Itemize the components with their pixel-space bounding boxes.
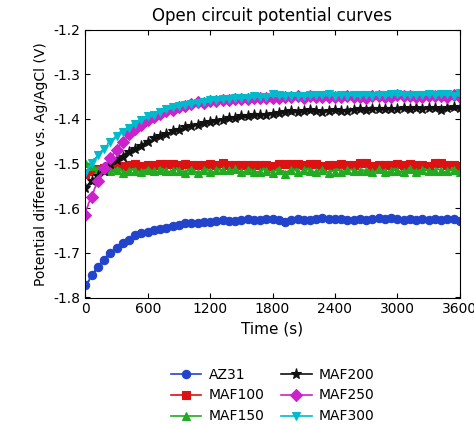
MAF100 [303, 162, 309, 167]
MAF250 [457, 94, 463, 99]
Title: Open circuit potential curves: Open circuit potential curves [153, 7, 392, 26]
MAF250 [423, 95, 429, 100]
MAF200 [164, 130, 170, 135]
MAF150 [457, 169, 463, 174]
MAF300 [423, 93, 428, 98]
MAF100 [181, 161, 187, 166]
MAF200 [82, 186, 88, 191]
MAF250 [82, 212, 88, 217]
MAF100 [457, 163, 463, 168]
AZ31 [303, 217, 309, 222]
MAF250 [340, 95, 346, 100]
Legend: AZ31, MAF100, MAF150, MAF200, MAF250, MAF300: AZ31, MAF100, MAF150, MAF200, MAF250, MA… [167, 363, 378, 425]
MAF300 [181, 102, 186, 107]
Y-axis label: Potential difference vs. Ag/AgCl (V): Potential difference vs. Ag/AgCl (V) [34, 42, 48, 286]
MAF150 [424, 167, 429, 173]
AZ31 [376, 215, 382, 220]
MAF150 [282, 171, 288, 176]
MAF150 [84, 160, 90, 165]
MAF200 [340, 109, 346, 114]
AZ31 [424, 216, 429, 221]
AZ31 [181, 221, 187, 226]
MAF150 [82, 161, 88, 166]
MAF200 [266, 110, 272, 116]
MAF150 [181, 170, 187, 175]
MAF150 [341, 170, 346, 176]
Line: MAF200: MAF200 [80, 101, 465, 194]
MAF150 [304, 166, 310, 171]
MAF250 [266, 97, 272, 102]
MAF100 [451, 160, 457, 165]
MAF200 [457, 105, 463, 111]
Line: MAF100: MAF100 [81, 159, 464, 179]
MAF300 [457, 90, 463, 95]
Line: MAF250: MAF250 [81, 91, 464, 219]
MAF100 [267, 164, 273, 169]
MAF100 [165, 162, 171, 167]
MAF250 [343, 93, 349, 98]
MAF300 [340, 92, 346, 97]
MAF250 [303, 96, 309, 101]
MAF100 [82, 172, 88, 177]
Line: MAF300: MAF300 [81, 88, 464, 177]
MAF250 [164, 110, 170, 115]
MAF300 [164, 107, 170, 112]
MAF300 [303, 93, 309, 98]
MAF200 [423, 107, 428, 112]
X-axis label: Time (s): Time (s) [241, 322, 304, 337]
AZ31 [165, 223, 171, 228]
AZ31 [82, 283, 88, 288]
AZ31 [340, 216, 346, 221]
MAF100 [83, 172, 89, 177]
MAF150 [267, 170, 273, 176]
MAF200 [303, 109, 309, 114]
Line: AZ31: AZ31 [81, 214, 464, 290]
MAF100 [423, 162, 429, 167]
MAF200 [181, 126, 186, 131]
Line: MAF150: MAF150 [81, 159, 464, 178]
MAF250 [181, 104, 186, 109]
AZ31 [457, 218, 463, 223]
AZ31 [83, 283, 89, 288]
MAF100 [340, 163, 346, 168]
MAF200 [424, 104, 430, 109]
MAF300 [82, 170, 88, 176]
MAF300 [266, 93, 272, 98]
AZ31 [267, 217, 273, 222]
MAF150 [165, 169, 171, 174]
